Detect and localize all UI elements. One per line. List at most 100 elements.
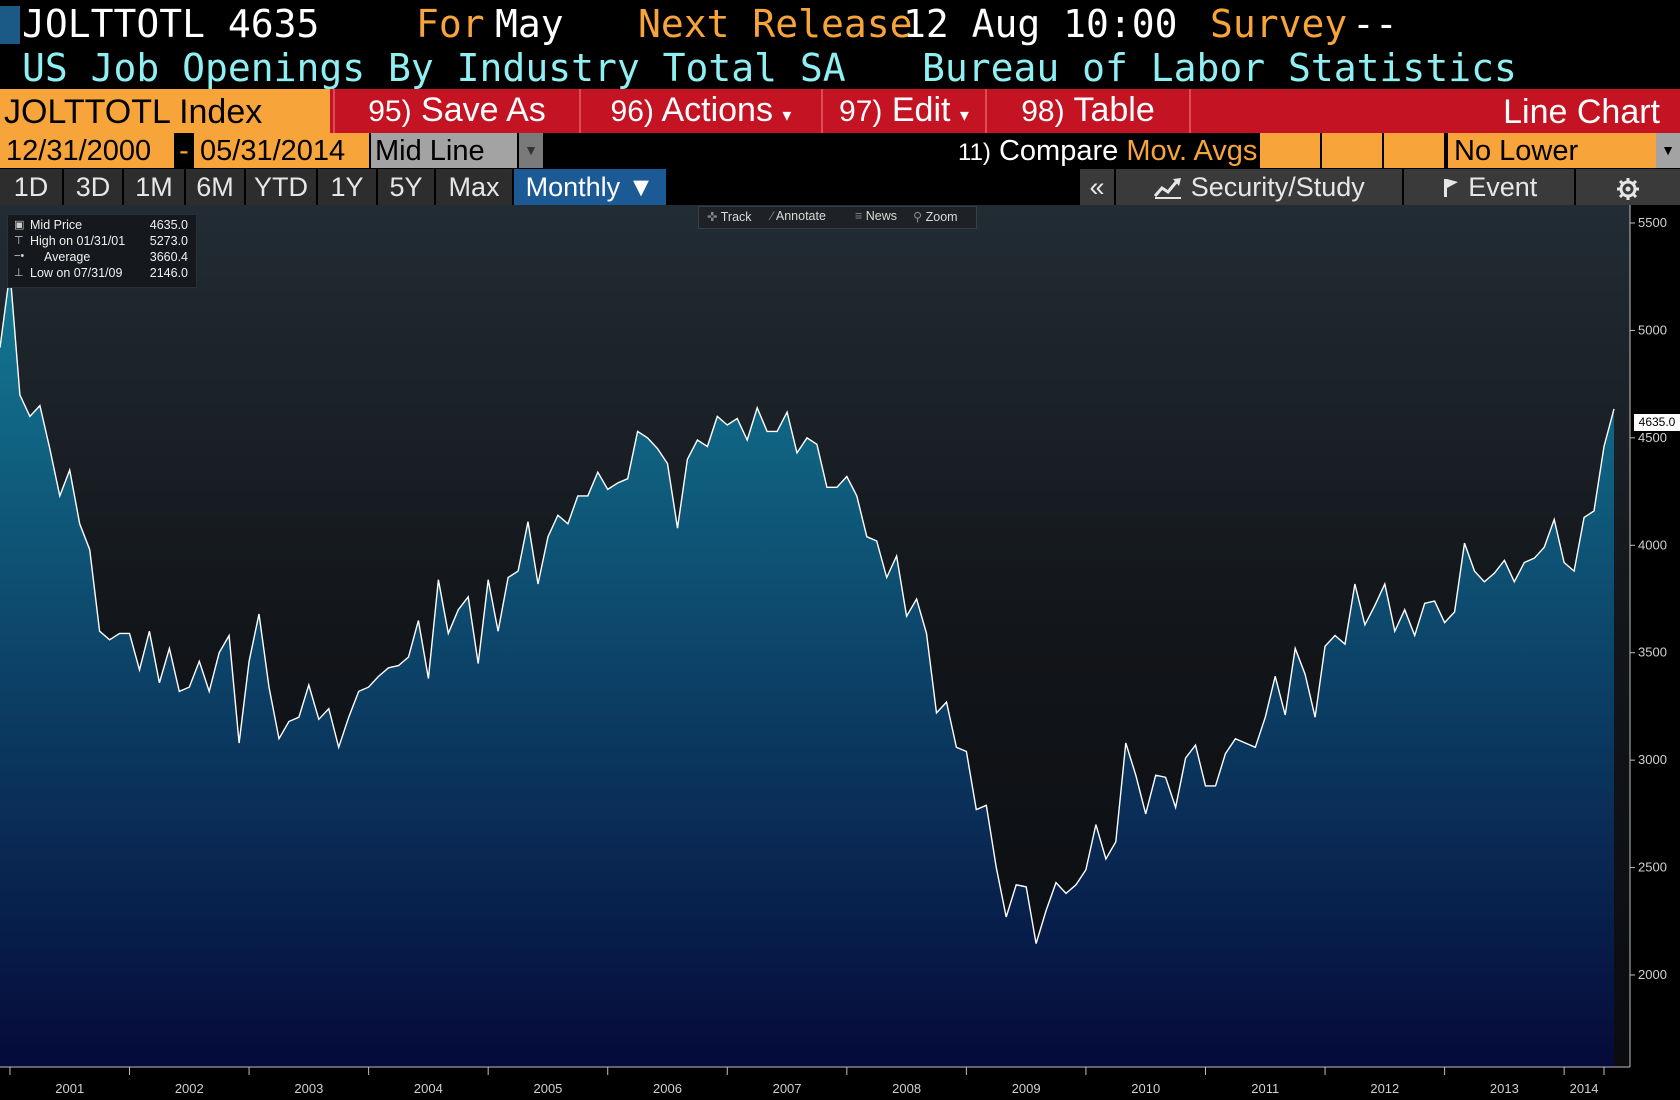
study-chart-icon [1154,178,1182,199]
x-tick-label: 2010 [1131,1081,1160,1096]
lower-chart-selector[interactable]: No Lower Chart [1446,133,1656,203]
annotate-tool[interactable]: ∕ Annotate [771,209,826,223]
legend-value: 2146.0 [149,266,188,280]
event-label: Event [1468,172,1538,202]
settings-button[interactable] [1576,169,1680,205]
high-marker-icon: ⊤ [14,235,24,247]
toolbar: JOLTTOTL Index 95) Save As 96) Actions ▾… [0,89,1680,133]
compare-label: Compare [998,135,1119,167]
save-as-label: Save As [421,91,546,129]
frequency-selector[interactable]: Monthly ▼ [514,169,666,205]
x-tick-label: 2004 [414,1081,443,1096]
news-tool[interactable]: ≡ News [855,209,897,223]
x-tick-label: 2009 [1012,1081,1041,1096]
table-button[interactable]: 98) Table [985,89,1189,133]
end-date-field[interactable]: 05/31/2014 [194,133,369,168]
security-description: US Job Openings By Industry Total SA [22,46,846,90]
edit-label: Edit [891,91,951,129]
event-button[interactable]: Event [1404,169,1574,205]
header-row-2: US Job Openings By Industry Total SA Bur… [0,46,1680,90]
date-dash: - [174,133,194,168]
compare-number: 11) [958,139,991,166]
news-icon: ≡ [855,209,863,223]
for-value: May [495,2,564,46]
x-tick-label: 2013 [1490,1081,1519,1096]
period-ytd[interactable]: YTD [246,169,316,205]
flag-icon [1443,179,1458,197]
zoom-label: Zoom [925,210,958,224]
magnifier-icon: ⚲ [913,210,923,224]
legend-row-low: ⊥ Low on 07/31/09 2146.0 [14,266,192,282]
x-tick-label: 2008 [892,1081,921,1096]
actions-caret-icon: ▾ [782,105,792,125]
legend-row-high: ⊤ High on 01/31/01 5273.0 [14,234,192,250]
actions-button[interactable]: 96) Actions ▾ [579,89,821,133]
zoom-tool[interactable]: ⚲ Zoom [913,209,958,224]
y-tick-label: 4500 [1638,430,1667,445]
legend-row-mid-price: ▣ Mid Price 4635.0 [14,218,192,234]
x-tick-label: 2001 [55,1081,84,1096]
collapse-icon[interactable]: « [1080,169,1114,205]
y-tick-label: 2000 [1638,967,1667,982]
period-1m[interactable]: 1M [124,169,184,205]
period-1d[interactable]: 1D [0,169,62,205]
crosshair-icon: ✜ [707,210,718,224]
compare-button[interactable]: 11) Compare Mov. Avgs [958,133,1257,171]
survey-label: Survey [1210,2,1348,46]
mov-avg-cell-2[interactable] [1320,133,1382,168]
last-value-tag: 4635.0 [1634,414,1680,431]
save-as-number: 95) [368,95,412,128]
mov-avg-cell-1[interactable] [1258,133,1320,168]
field-dropdown-icon[interactable]: ▼ [519,133,543,168]
edit-caret-icon: ▾ [959,105,969,125]
y-tick-label: 3500 [1638,645,1667,660]
edit-button[interactable]: 97) Edit ▾ [821,89,985,133]
track-tool[interactable]: ✜ Track [707,209,752,224]
edit-number: 97) [839,95,883,128]
legend-label: High on 01/31/01 [30,234,126,248]
security-study-button[interactable]: Security/Study [1116,169,1402,205]
y-axis-panel [1630,205,1680,1100]
low-marker-icon: ⊥ [14,267,24,279]
period-3d[interactable]: 3D [64,169,122,205]
x-tick-label: 2014 [1570,1081,1599,1096]
y-tick-label: 5000 [1638,322,1667,337]
mov-avgs-label[interactable]: Mov. Avgs [1126,135,1258,167]
field-selector[interactable]: Mid Line [371,133,517,168]
legend-label: Low on 07/31/09 [30,266,123,280]
next-release-value: 12 Aug 10:00 [903,2,1178,46]
chart-name[interactable]: Line Chart [1503,93,1660,131]
table-label: Table [1073,91,1155,129]
save-as-button[interactable]: 95) Save As [333,89,579,133]
start-date-field[interactable]: 12/31/2000 [0,133,174,168]
security-field[interactable]: JOLTTOTL Index [0,89,330,133]
x-axis-panel [0,1067,1680,1100]
period-6m[interactable]: 6M [186,169,244,205]
chart-area[interactable]: 2000 2500 3000 3500 4000 4500 5000 5500 2001 200… [0,205,1680,1100]
header-accent [0,6,20,44]
x-tick-label: 2005 [533,1081,562,1096]
legend-value: 4635.0 [149,218,188,232]
for-label: For [416,2,485,46]
x-tick-label: 2003 [294,1081,323,1096]
lower-chart-dropdown-icon[interactable]: ▼ [1656,133,1680,168]
chart-legend[interactable]: ▣ Mid Price 4635.0 ⊤ High on 01/31/01 52… [7,214,197,288]
x-tick-label: 2002 [175,1081,204,1096]
toolbar-divider [1189,89,1191,133]
x-axis: 2001 2002 2003 2004 2005 2006 2007 2008 2009 2010… [9,1067,1605,1096]
actions-label: Actions [661,91,773,129]
news-label: News [865,209,898,223]
x-tick-label: 2007 [773,1081,802,1096]
table-number: 98) [1021,95,1065,128]
track-label: Track [720,210,752,224]
x-tick-label: 2012 [1370,1081,1399,1096]
mov-avg-cell-3[interactable] [1382,133,1444,168]
date-bar: 12/31/2000 - 05/31/2014 Mid Line ▼ 11) C… [0,133,1680,203]
period-1y[interactable]: 1Y [318,169,376,205]
data-source: Bureau of Labor Statistics [922,46,1517,90]
period-5y[interactable]: 5Y [378,169,434,205]
series-line[interactable] [0,271,1615,944]
annotate-label: Annotate [775,209,826,223]
period-max[interactable]: Max [436,169,512,205]
